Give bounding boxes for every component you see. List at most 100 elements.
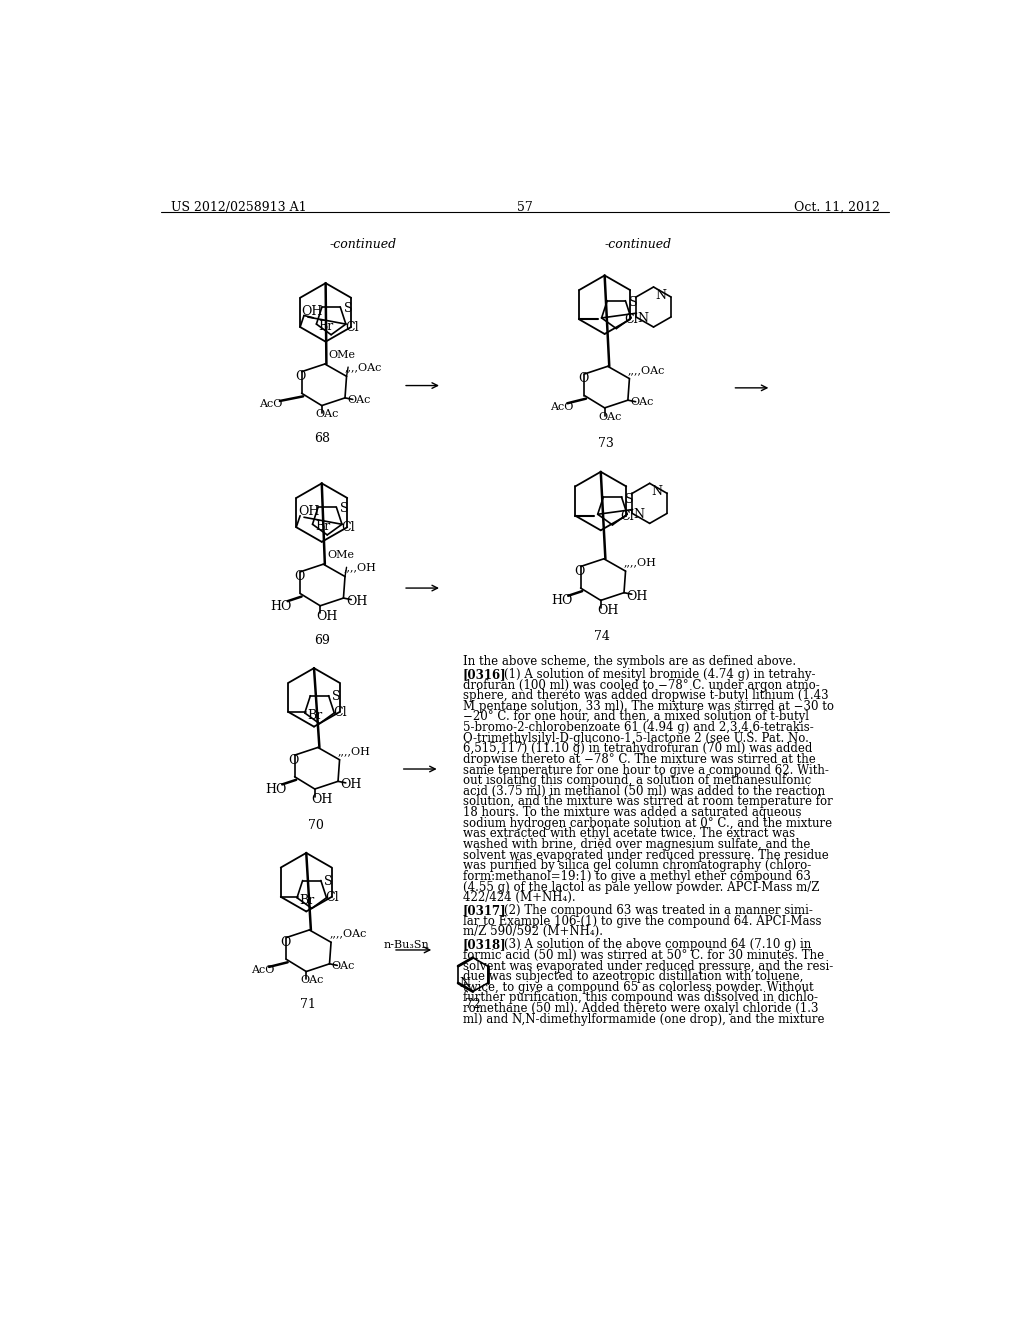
Text: washed with brine, dried over magnesium sulfate, and the: washed with brine, dried over magnesium … [463, 838, 810, 851]
Text: OAc: OAc [598, 412, 622, 421]
Text: O: O [294, 570, 304, 583]
Text: -continued: -continued [604, 238, 672, 251]
Text: N: N [460, 977, 471, 990]
Text: sodium hydrogen carbonate solution at 0° C., and the mixture: sodium hydrogen carbonate solution at 0°… [463, 817, 831, 830]
Text: O: O [289, 754, 299, 767]
Text: US 2012/0258913 A1: US 2012/0258913 A1 [171, 201, 306, 214]
Text: S: S [625, 492, 634, 506]
Text: Cl: Cl [624, 313, 638, 326]
Text: 72: 72 [465, 998, 480, 1011]
Text: HO: HO [551, 594, 572, 607]
Text: N: N [655, 289, 666, 301]
Text: N: N [638, 312, 648, 325]
Text: Br: Br [314, 520, 330, 533]
Text: Cl: Cl [345, 321, 358, 334]
Text: Cl: Cl [333, 706, 347, 719]
Text: O: O [574, 565, 585, 578]
Text: dropwise thereto at −78° C. The mixture was stirred at the: dropwise thereto at −78° C. The mixture … [463, 752, 815, 766]
Text: OMe: OMe [328, 550, 354, 560]
Text: Oct. 11, 2012: Oct. 11, 2012 [794, 201, 880, 214]
Text: acid (3.75 ml) in methanol (50 ml) was added to the reaction: acid (3.75 ml) in methanol (50 ml) was a… [463, 785, 825, 797]
Text: O: O [579, 372, 589, 385]
Text: ,,,,OH: ,,,,OH [343, 562, 377, 573]
Text: −20° C. for one hour, and then, a mixed solution of t-butyl: −20° C. for one hour, and then, a mixed … [463, 710, 809, 723]
Text: Br: Br [307, 709, 323, 722]
Text: form:methanol=19:1) to give a methyl ether compound 63: form:methanol=19:1) to give a methyl eth… [463, 870, 811, 883]
Text: HO: HO [265, 783, 287, 796]
Text: 6,515,117) (11.10 g) in tetrahydrofuran (70 ml) was added: 6,515,117) (11.10 g) in tetrahydrofuran … [463, 742, 812, 755]
Text: Br: Br [299, 894, 314, 907]
Text: O-trimethylsilyl-D-glucono-1,5-lactone 2 (see U.S. Pat. No.: O-trimethylsilyl-D-glucono-1,5-lactone 2… [463, 731, 809, 744]
Text: 73: 73 [598, 437, 614, 450]
Text: 57: 57 [517, 201, 532, 214]
Text: AcO: AcO [251, 965, 274, 975]
Text: OAc: OAc [347, 395, 371, 405]
Text: OH: OH [316, 610, 338, 623]
Text: [0316]: [0316] [463, 668, 507, 681]
Text: N: N [634, 508, 645, 521]
Text: HO: HO [270, 599, 292, 612]
Text: 70: 70 [308, 818, 325, 832]
Text: OMe: OMe [329, 350, 355, 360]
Text: OH: OH [302, 305, 323, 318]
Text: OH: OH [346, 595, 368, 609]
Text: ,,,,OH: ,,,,OH [338, 746, 371, 756]
Text: -continued: -continued [330, 238, 396, 251]
Text: ,,,,OH: ,,,,OH [624, 557, 656, 568]
Text: AcO: AcO [259, 400, 283, 409]
Text: M pentane solution, 33 ml). The mixture was stirred at −30 to: M pentane solution, 33 ml). The mixture … [463, 700, 834, 713]
Text: O: O [295, 370, 306, 383]
Text: (4.55 g) of the lactol as pale yellow powder. APCI-Mass m/Z: (4.55 g) of the lactol as pale yellow po… [463, 880, 819, 894]
Text: lar to Example 106-(1) to give the compound 64. APCI-Mass: lar to Example 106-(1) to give the compo… [463, 915, 821, 928]
Text: OH: OH [311, 793, 332, 807]
Text: In the above scheme, the symbols are as defined above.: In the above scheme, the symbols are as … [463, 655, 796, 668]
Text: was extracted with ethyl acetate twice. The extract was: was extracted with ethyl acetate twice. … [463, 828, 795, 841]
Text: Cl: Cl [326, 891, 339, 904]
Text: drofuran (100 ml) was cooled to −78° C. under argon atmo-: drofuran (100 ml) was cooled to −78° C. … [463, 678, 819, 692]
Text: OAc: OAc [332, 961, 355, 970]
Text: m/Z 590/592 (M+NH₄).: m/Z 590/592 (M+NH₄). [463, 925, 603, 939]
Text: OAc: OAc [300, 975, 324, 985]
Text: out isolating this compound, a solution of methanesulfonic: out isolating this compound, a solution … [463, 775, 811, 787]
Text: S: S [340, 502, 348, 515]
Text: S: S [332, 690, 340, 704]
Text: 74: 74 [594, 630, 610, 643]
Text: further purification, this compound was dissolved in dichlo-: further purification, this compound was … [463, 991, 818, 1005]
Text: OH: OH [597, 605, 618, 618]
Text: OH: OH [627, 590, 648, 603]
Text: 5-bromo-2-chlorobenzoate 61 (4.94 g) and 2,3,4,6-tetrakis-: 5-bromo-2-chlorobenzoate 61 (4.94 g) and… [463, 721, 813, 734]
Text: Cl: Cl [621, 510, 634, 523]
Text: Cl: Cl [341, 521, 354, 535]
Text: sphere, and thereto was added dropwise t-butyl lithium (1.43: sphere, and thereto was added dropwise t… [463, 689, 828, 702]
Text: 18 hours. To the mixture was added a saturated aqueous: 18 hours. To the mixture was added a sat… [463, 807, 802, 820]
Text: [0318]: [0318] [463, 939, 507, 952]
Text: ,,,,OAc: ,,,,OAc [330, 928, 367, 939]
Text: n-Bu₃Sn: n-Bu₃Sn [384, 940, 429, 950]
Text: solvent was evaporated under reduced pressure. The residue: solvent was evaporated under reduced pre… [463, 849, 828, 862]
Text: OAc: OAc [315, 409, 339, 420]
Text: ,,,,OAc: ,,,,OAc [628, 364, 666, 375]
Text: OH: OH [298, 506, 319, 517]
Text: solution, and the mixture was stirred at room temperature for: solution, and the mixture was stirred at… [463, 796, 833, 808]
Text: ,,,,OAc: ,,,,OAc [345, 363, 382, 372]
Text: (3) A solution of the above compound 64 (7.10 g) in: (3) A solution of the above compound 64 … [488, 939, 811, 952]
Text: due was subjected to azeotropic distillation with toluene,: due was subjected to azeotropic distilla… [463, 970, 803, 983]
Text: ml) and N,N-dimethylformamide (one drop), and the mixture: ml) and N,N-dimethylformamide (one drop)… [463, 1012, 824, 1026]
Text: S: S [343, 302, 352, 314]
Text: (1) A solution of mesityl bromide (4.74 g) in tetrahy-: (1) A solution of mesityl bromide (4.74 … [488, 668, 815, 681]
Text: romethane (50 ml). Added thereto were oxalyl chloride (1.3: romethane (50 ml). Added thereto were ox… [463, 1002, 818, 1015]
Text: S: S [629, 296, 637, 309]
Text: [0317]: [0317] [463, 904, 507, 917]
Text: same temperature for one hour to give a compound 62. With-: same temperature for one hour to give a … [463, 763, 828, 776]
Text: Br: Br [318, 321, 334, 333]
Text: 68: 68 [313, 432, 330, 445]
Text: formic acid (50 ml) was stirred at 50° C. for 30 minutes. The: formic acid (50 ml) was stirred at 50° C… [463, 949, 824, 962]
Text: OH: OH [340, 779, 361, 791]
Text: 422/424 (M+NH₄).: 422/424 (M+NH₄). [463, 891, 575, 904]
Text: OAc: OAc [630, 397, 653, 407]
Text: 71: 71 [300, 998, 315, 1011]
Text: N: N [651, 484, 663, 498]
Text: 69: 69 [313, 635, 330, 647]
Text: was purified by silica gel column chromatography (chloro-: was purified by silica gel column chroma… [463, 859, 811, 873]
Text: solvent was evaporated under reduced pressure, and the resi-: solvent was evaporated under reduced pre… [463, 960, 834, 973]
